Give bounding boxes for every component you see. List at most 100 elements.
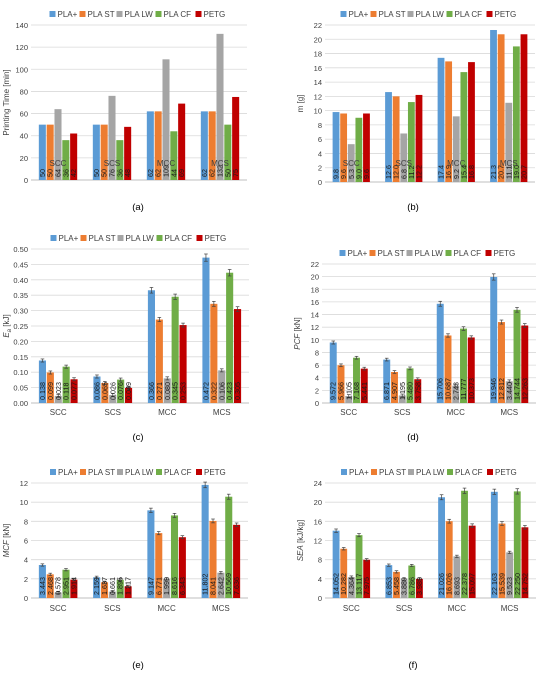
data-label: 2.159 [92, 577, 101, 595]
y-tick-label: 8 [315, 348, 319, 357]
data-label: 10.373 [467, 378, 476, 400]
bar [407, 102, 415, 182]
x-tick-label: MCS [500, 159, 518, 168]
bar [355, 117, 363, 182]
data-label: 62 [154, 169, 163, 177]
y-tick-label: 16 [314, 64, 322, 73]
legend-swatch [487, 469, 493, 475]
data-label: 1.195 [398, 382, 407, 400]
data-label: 0.472 [201, 382, 210, 400]
y-tick-label: 14 [314, 78, 322, 87]
y-tick-label: 0.10 [13, 368, 28, 377]
data-label: 0.118 [62, 383, 71, 400]
y-tick-label: 2 [318, 164, 322, 173]
legend-swatch [117, 469, 123, 475]
legend-swatch [116, 11, 123, 17]
legend-swatch [49, 11, 56, 17]
bar [224, 124, 232, 180]
x-tick-label: MCS [211, 159, 229, 168]
y-axis-label: Ea [kJ] [2, 314, 13, 337]
legend-swatch [117, 235, 124, 241]
bar [162, 59, 170, 181]
x-tick-label: SCS [396, 604, 412, 613]
y-tick-label: 4 [318, 575, 322, 584]
x-tick-label: MCC [157, 159, 175, 168]
data-label: 0.080 [163, 382, 172, 400]
data-label: 11.1 [504, 166, 513, 179]
bar [445, 61, 453, 182]
bar [54, 395, 62, 403]
x-tick-label: MCC [158, 408, 176, 417]
data-label: 42 [69, 169, 78, 177]
y-tick-label: 10 [311, 336, 319, 345]
data-label: 11.802 [201, 574, 210, 595]
data-label: 5.966 [336, 382, 345, 400]
y-tick-label: 0.30 [13, 307, 28, 316]
legend-swatch [486, 11, 493, 17]
x-tick-label: MCS [213, 408, 231, 417]
y-tick-label: 6 [24, 537, 28, 546]
panel-label: (f) [409, 660, 418, 671]
legend-entry: PLA ST [379, 10, 406, 19]
legend-entry: PLA+ [348, 249, 368, 258]
bar [461, 490, 468, 598]
legend-entry: PLA CF [164, 468, 192, 477]
legend-entry: PLA ST [88, 468, 115, 477]
bar [512, 46, 520, 183]
legend-entry: PLA+ [349, 10, 369, 19]
data-label: 3.443 [38, 577, 47, 595]
data-label: 6.786 [407, 577, 416, 595]
bar [392, 96, 400, 182]
bar [92, 124, 100, 180]
data-label: 16.8 [467, 165, 476, 179]
x-tick-label: SCS [105, 408, 121, 417]
bar [340, 548, 348, 598]
bar [393, 571, 400, 598]
y-tick-label: 0.20 [13, 337, 28, 346]
bar [201, 484, 209, 598]
y-tick-label: 4 [318, 149, 322, 158]
y-tick-label: 24 [314, 479, 322, 488]
bar [460, 328, 467, 403]
legend-swatch [339, 250, 346, 256]
data-label: 75 [231, 169, 240, 177]
x-tick-label: SCS [104, 604, 120, 613]
bar [170, 131, 178, 180]
bar [498, 322, 505, 403]
legend-swatch [407, 11, 414, 17]
y-tick-label: 18 [314, 50, 322, 59]
data-label: 0.661 [108, 577, 117, 595]
data-label: 13.117 [355, 574, 364, 595]
y-tick-label: 20 [314, 35, 322, 44]
bar [445, 521, 453, 598]
bar [163, 378, 171, 403]
y-tick-label: 2 [315, 386, 319, 395]
data-label: 20.7 [497, 165, 506, 179]
data-label: 15.539 [497, 573, 506, 595]
bar [178, 537, 186, 598]
data-label: 132 [216, 165, 225, 177]
data-label: 15.4 [459, 165, 468, 179]
bar [209, 520, 217, 598]
data-label: 0.322 [209, 382, 218, 400]
bar [62, 569, 70, 598]
data-label: 0.578 [54, 577, 63, 595]
data-label: 3.989 [415, 577, 424, 595]
y-tick-label: 10 [314, 107, 322, 116]
data-label: 19.946 [489, 378, 498, 400]
y-tick-label: 0.15 [13, 353, 28, 362]
legend-swatch [369, 250, 376, 256]
legend-entry: PLA LW [126, 234, 155, 243]
bar [100, 582, 109, 598]
legend-swatch [406, 250, 413, 256]
y-tick-label: 0.25 [13, 322, 28, 331]
legend-entry: PETG [495, 10, 517, 19]
data-label: 36 [61, 169, 70, 177]
y-axis-label-unit: [kJ] [2, 314, 11, 329]
bar [521, 527, 529, 598]
legend-swatch [196, 469, 202, 475]
data-label: 0.106 [217, 382, 226, 400]
x-tick-label: SCC [343, 159, 360, 168]
y-tick-label: 8 [318, 121, 322, 130]
legend-entry: PLA LW [125, 10, 154, 19]
